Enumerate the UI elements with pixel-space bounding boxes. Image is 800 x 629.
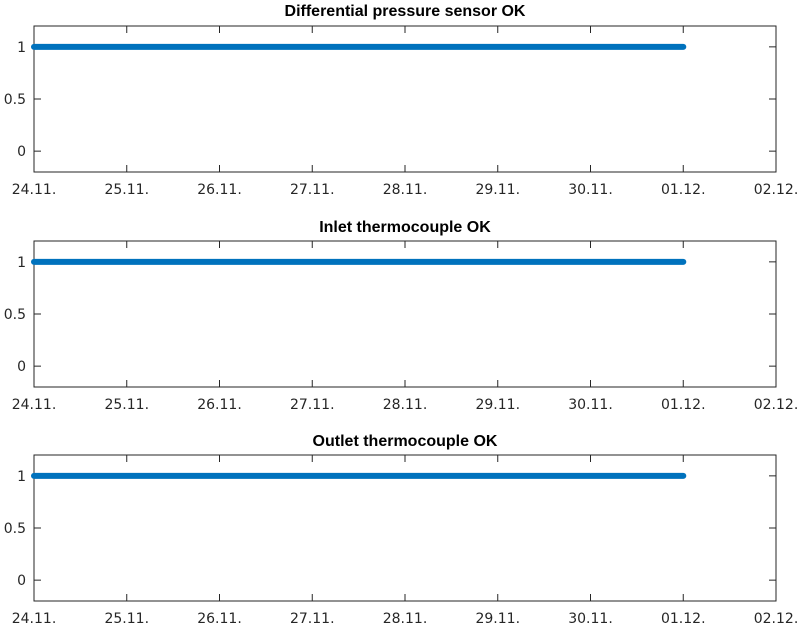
y-tick-label: 1	[17, 40, 26, 56]
x-tick-label: 27.11.	[290, 611, 335, 627]
x-tick-label: 27.11.	[290, 397, 335, 413]
x-tick-label: 01.12.	[661, 611, 706, 627]
x-tick-label: 29.11.	[475, 182, 520, 198]
x-tick-label: 29.11.	[475, 397, 520, 413]
x-tick-label: 25.11.	[104, 182, 149, 198]
x-tick-label: 02.12.	[754, 611, 799, 627]
y-tick-label: 0	[17, 359, 26, 375]
x-tick-label: 25.11.	[104, 397, 149, 413]
x-tick-label: 30.11.	[568, 397, 613, 413]
y-tick-label: 0	[17, 144, 26, 160]
x-tick-label: 25.11.	[104, 611, 149, 627]
y-tick-label: 0.5	[4, 307, 26, 323]
x-tick-label: 24.11.	[12, 182, 57, 198]
axes-frame	[33, 240, 777, 388]
y-tick-label: 0	[17, 573, 26, 589]
x-tick-label: 28.11.	[383, 182, 428, 198]
x-tick-label: 02.12.	[754, 397, 799, 413]
axes-frame	[33, 454, 777, 602]
y-tick-label: 1	[17, 469, 26, 485]
y-tick-label: 0.5	[4, 521, 26, 537]
chart-title: Differential pressure sensor OK	[285, 3, 526, 20]
x-tick-label: 29.11.	[475, 611, 520, 627]
axes-frame	[33, 25, 777, 173]
subplot-inlet-thermocouple: Inlet thermocouple OK 24.11. 25.11. 26.11.…	[4, 219, 799, 413]
x-tick-label: 30.11.	[568, 611, 613, 627]
x-tick-label: 02.12.	[754, 182, 799, 198]
x-tick-label: 30.11.	[568, 182, 613, 198]
x-tick-label: 26.11.	[197, 397, 242, 413]
x-tick-label: 28.11.	[383, 397, 428, 413]
x-tick-label: 26.11.	[197, 182, 242, 198]
chart-title: Outlet thermocouple OK	[313, 433, 498, 450]
y-tick-label: 0.5	[4, 92, 26, 108]
x-tick-label: 26.11.	[197, 611, 242, 627]
subplot-outlet-thermocouple: Outlet thermocouple OK 24.11. 25.11. 26.11…	[4, 433, 799, 627]
x-tick-label: 28.11.	[383, 611, 428, 627]
x-tick-label: 24.11.	[12, 611, 57, 627]
x-tick-label: 01.12.	[661, 182, 706, 198]
y-tick-label: 1	[17, 255, 26, 271]
chart-title: Inlet thermocouple OK	[319, 219, 491, 236]
x-tick-label: 01.12.	[661, 397, 706, 413]
subplot-differential-pressure: Differential pressure sensor OK 24.11. 25…	[4, 3, 799, 198]
x-tick-label: 27.11.	[290, 182, 335, 198]
x-tick-label: 24.11.	[12, 397, 57, 413]
